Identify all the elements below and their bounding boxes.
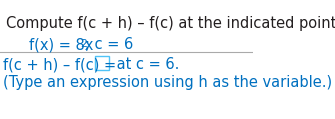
Text: Compute f(c + h) – f(c) at the indicated point.: Compute f(c + h) – f(c) at the indicated…	[6, 16, 335, 31]
Bar	[95, 56, 109, 70]
Text: (Type an expression using h as the variable.): (Type an expression using h as the varia…	[3, 75, 332, 90]
Text: 2: 2	[80, 39, 87, 49]
Text: at c = 6.: at c = 6.	[112, 57, 179, 72]
Text: ; c = 6: ; c = 6	[85, 37, 134, 52]
Text: f(x) = 8x: f(x) = 8x	[29, 37, 93, 52]
Text: f(c + h) – f(c) =: f(c + h) – f(c) =	[3, 57, 121, 72]
